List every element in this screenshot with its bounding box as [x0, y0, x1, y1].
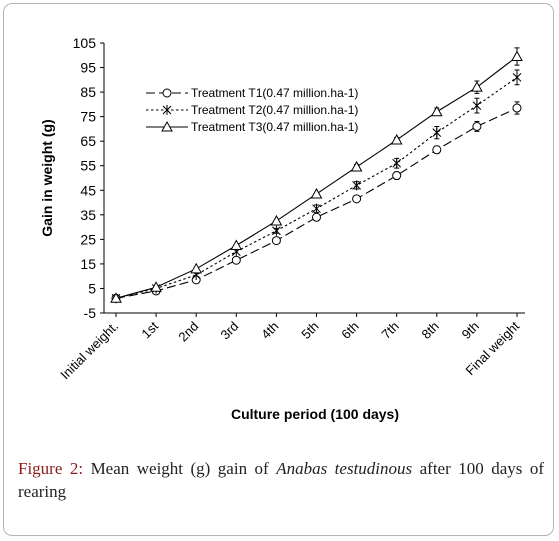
data-point-star — [512, 72, 522, 83]
caption-label: Figure 2: — [18, 459, 84, 478]
legend-item-treatment-t3-0-47-million-ha-1: Treatment T3(0.47 million.ha-1) — [146, 120, 358, 134]
legend-label: Treatment T3(0.47 million.ha-1) — [191, 120, 358, 134]
data-point-star — [272, 225, 281, 236]
data-point-circle — [231, 255, 241, 265]
x-tick-label: 6th — [338, 319, 361, 342]
data-point-triangle — [110, 292, 122, 303]
x-tick-labels: Initial weight. 1st 2nd 3rd 4th 5th 6th 7th 8th 9… — [57, 318, 522, 382]
data-point-circle — [271, 236, 281, 246]
data-point-star — [312, 203, 321, 214]
x-tick-label: 5th — [298, 319, 321, 342]
data-point-star — [162, 105, 172, 115]
legend: Treatment T1(0.47 million.ha-1) Treatment… — [146, 86, 358, 134]
legend-item-treatment-t2-0-47-million-ha-1: Treatment T2(0.47 million.ha-1) — [146, 103, 358, 117]
y-tick-label: 25 — [80, 231, 96, 247]
y-tick-label: 15 — [80, 256, 96, 272]
x-axis-title: Culture period (100 days) — [231, 406, 399, 422]
data-point-triangle — [190, 262, 203, 274]
data-point-triangle — [511, 50, 523, 61]
data-point-triangle — [350, 160, 363, 172]
y-tick-label: -5 — [84, 305, 97, 321]
line-chart: -5 5 15 25 35 45 55 65 75 85 95 105 Initial weight.… — [39, 35, 525, 422]
x-tick-label: 3rd — [218, 319, 242, 343]
data-point-circle — [162, 88, 172, 98]
y-tick-label: 95 — [80, 60, 96, 76]
x-tick-label: 2nd — [175, 319, 201, 345]
data-point-triangle — [430, 105, 443, 117]
data-point-triangle — [310, 187, 323, 199]
y-tick-label: 35 — [80, 207, 96, 223]
y-axis-title: Gain in weight (g) — [39, 119, 55, 236]
data-point-star — [432, 127, 442, 138]
data-point-triangle — [230, 239, 243, 250]
caption-text-after: after 100 days of rearing — [18, 459, 545, 501]
x-tick-label: 7th — [378, 319, 401, 342]
caption-species: Anabas testudinous — [276, 459, 413, 478]
x-tick-label: 9th — [459, 319, 482, 342]
series-lines — [110, 47, 523, 304]
data-point-triangle — [270, 214, 283, 226]
y-tick-label: 45 — [80, 182, 96, 198]
legend-item-treatment-t1-0-47-million-ha-1: Treatment T1(0.47 million.ha-1) — [146, 86, 358, 100]
figure-frame — [3, 3, 554, 536]
data-point-triangle — [150, 281, 162, 292]
series-star — [111, 69, 522, 304]
legend-label: Treatment T1(0.47 million.ha-1) — [191, 86, 358, 100]
data-point-circle — [312, 212, 321, 222]
y-tick-label: 65 — [80, 133, 96, 149]
data-point-circle — [392, 171, 402, 181]
data-point-circle — [472, 121, 482, 131]
caption-text-before: Mean weight (g) gain of — [83, 459, 277, 478]
y-tick-label: 85 — [80, 84, 96, 100]
data-point-star — [472, 100, 482, 111]
data-point-star — [392, 158, 402, 169]
data-point-circle — [512, 103, 522, 113]
y-tick-label: 75 — [80, 109, 96, 125]
data-point-triangle — [161, 120, 173, 132]
series-triangle — [110, 47, 523, 303]
series-line-circle — [115, 107, 518, 299]
y-tick-label: 5 — [88, 280, 96, 296]
x-tick-label: 4th — [258, 319, 281, 342]
x-tick-label: 1st — [138, 318, 161, 341]
data-point-triangle — [390, 133, 403, 145]
data-point-triangle — [471, 81, 483, 92]
data-point-star — [352, 180, 361, 191]
legend-label: Treatment T2(0.47 million.ha-1) — [191, 103, 358, 117]
x-tick-label: Initial weight. — [57, 319, 121, 383]
x-tick-label: 8th — [419, 319, 442, 342]
chart-axes — [100, 42, 525, 317]
y-tick-label: 105 — [73, 35, 97, 51]
data-point-circle — [352, 194, 362, 204]
y-tick-label: 55 — [80, 158, 96, 174]
y-tick-labels: -5 5 15 25 35 45 55 65 75 85 95 105 — [73, 35, 97, 321]
figure-caption: Figure 2: Mean weight (g) gain of Anabas… — [18, 457, 544, 503]
data-point-circle — [432, 145, 442, 155]
